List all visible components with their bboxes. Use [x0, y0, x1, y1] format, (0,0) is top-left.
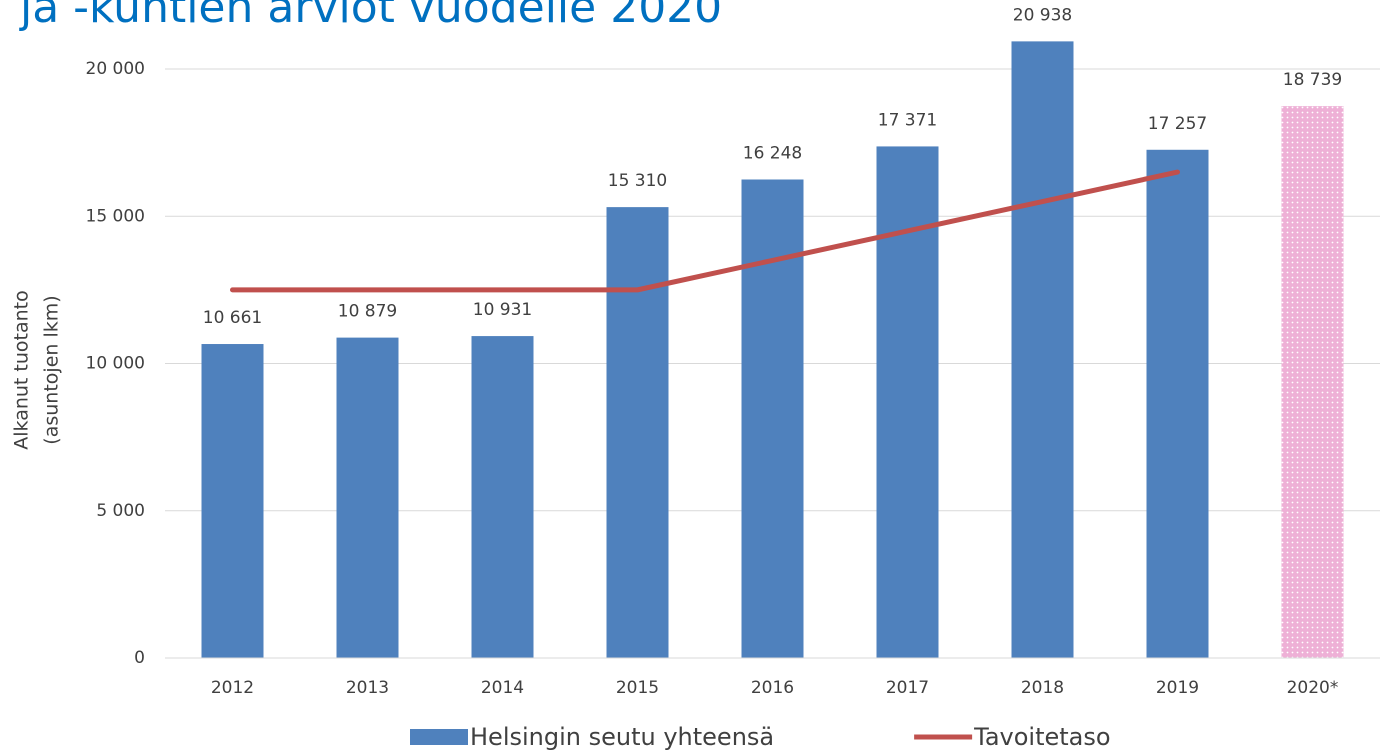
data-label: 17 371 — [878, 110, 937, 130]
y-tick-label: 5 000 — [96, 501, 145, 521]
bar — [336, 337, 399, 658]
x-tick-label: 2015 — [616, 678, 659, 698]
y-axis-title: Alkanut tuotanto — [11, 290, 33, 450]
data-label: 10 661 — [203, 308, 262, 328]
x-tick-label: 2018 — [1021, 678, 1064, 698]
y-tick-label: 0 — [134, 648, 145, 668]
data-label: 10 879 — [338, 302, 397, 322]
bar — [741, 179, 804, 658]
x-tick-label: 2012 — [211, 678, 254, 698]
x-tick-label: 2013 — [346, 678, 389, 698]
y-tick-label: 15 000 — [86, 206, 145, 226]
bar — [1011, 41, 1074, 658]
legend-label: Helsingin seutu yhteensä — [470, 723, 774, 751]
chart-title: ja -kuntien arviot vuodelle 2020 — [19, 0, 722, 33]
bar — [876, 146, 939, 658]
y-tick-label: 20 000 — [86, 59, 145, 79]
x-tick-label: 2019 — [1156, 678, 1199, 698]
x-tick-label: 2014 — [481, 678, 524, 698]
y-axis-title: (asuntojen lkm) — [41, 295, 63, 444]
line — [230, 169, 1180, 293]
bar-pattern — [1281, 106, 1344, 658]
bar — [606, 207, 669, 659]
bar — [1146, 149, 1209, 658]
x-tick-label: 2017 — [886, 678, 929, 698]
data-label: 20 938 — [1013, 5, 1072, 25]
data-label: 15 310 — [608, 171, 667, 191]
data-label: 10 931 — [473, 300, 532, 320]
bar — [201, 344, 264, 658]
data-label: 16 248 — [743, 143, 802, 163]
y-tick-label: 10 000 — [86, 354, 145, 374]
legend-label: Tavoitetaso — [973, 723, 1110, 751]
data-label: 17 257 — [1148, 114, 1207, 134]
x-tick-label: 2020* — [1287, 678, 1339, 698]
legend-swatch — [410, 729, 468, 745]
bar — [471, 336, 534, 658]
x-tick-label: 2016 — [751, 678, 794, 698]
data-label: 18 739 — [1283, 70, 1342, 90]
